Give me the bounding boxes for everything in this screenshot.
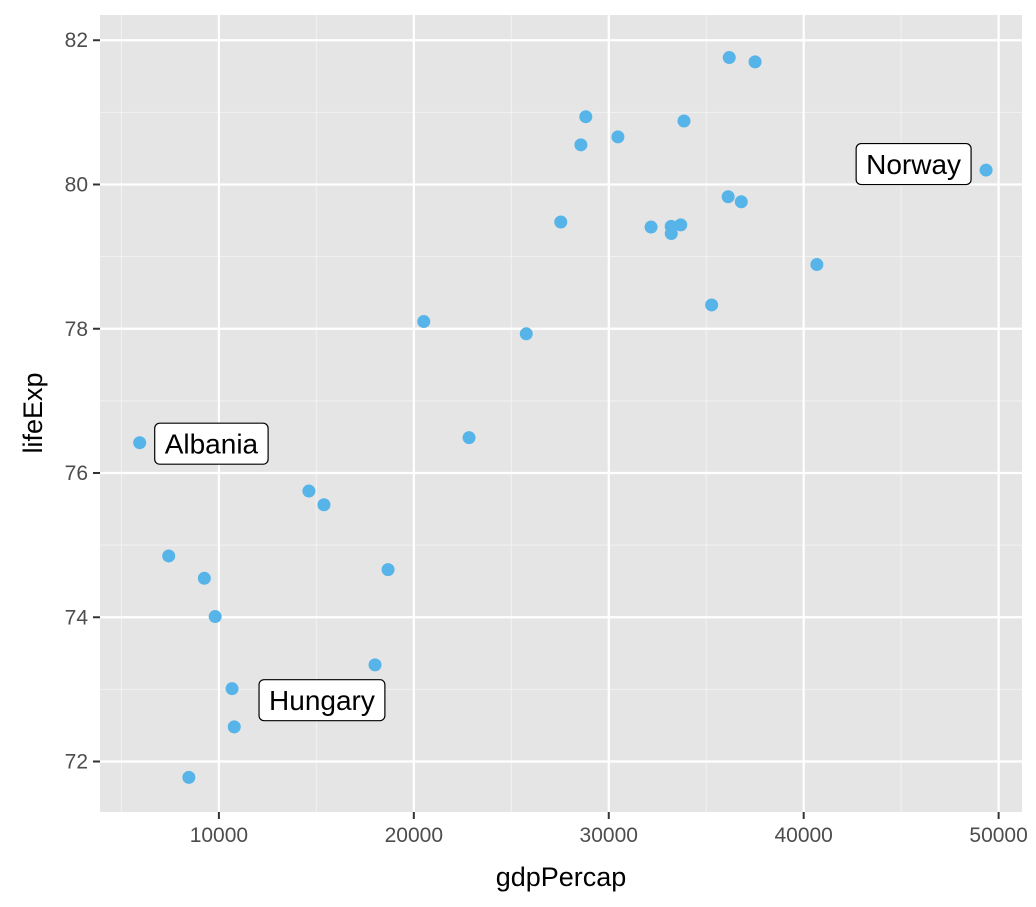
y-axis-title: lifeExp: [18, 372, 48, 453]
data-point: [554, 215, 568, 229]
data-point: [317, 498, 331, 512]
data-point: [579, 110, 593, 124]
data-point: [664, 227, 678, 241]
plot-panel: [100, 15, 1022, 812]
data-point: [302, 484, 316, 498]
annotation-box: [258, 679, 386, 722]
x-tick-label: 10000: [190, 824, 248, 847]
data-point: [677, 114, 691, 128]
y-tick-label: 72: [65, 751, 88, 774]
data-point: [182, 770, 196, 784]
annotation-box: [154, 422, 269, 465]
data-point: [748, 55, 762, 69]
data-point: [133, 436, 147, 450]
data-point: [197, 571, 211, 585]
data-point: [810, 258, 824, 272]
x-axis-title: gdpPercap: [496, 862, 627, 892]
data-point: [462, 431, 476, 445]
x-tick-label: 40000: [774, 824, 832, 847]
data-point: [611, 130, 625, 144]
data-point: [417, 315, 431, 329]
y-tick-label: 82: [65, 29, 88, 52]
data-point: [381, 563, 395, 577]
data-point: [734, 195, 748, 209]
data-point: [979, 163, 993, 177]
data-points: [133, 51, 993, 784]
x-tick-label: 30000: [580, 824, 638, 847]
point-annotations: Albania Hungary Norway: [154, 142, 972, 722]
data-point: [225, 682, 239, 696]
annotation-text: Albania: [165, 429, 259, 460]
y-axis: 72 74 76 78 80 82: [65, 29, 100, 774]
annotation-text: Norway: [866, 149, 961, 180]
data-point: [208, 610, 222, 624]
annotation-box: [855, 142, 972, 186]
data-point: [674, 218, 688, 232]
major-gridlines: [100, 15, 1022, 812]
data-point: [227, 720, 241, 734]
y-tick-label: 76: [65, 462, 88, 485]
y-tick-label: 80: [65, 173, 88, 196]
data-point: [574, 138, 588, 152]
x-tick-label: 20000: [385, 824, 443, 847]
annotation-text: Hungary: [269, 685, 375, 716]
data-point: [162, 549, 176, 563]
y-tick-label: 78: [65, 318, 88, 341]
y-tick-label: 74: [65, 606, 89, 629]
data-point: [644, 220, 658, 234]
annotation-label: Norway: [855, 142, 972, 186]
annotation-label: Albania: [154, 422, 269, 465]
data-point: [705, 298, 719, 312]
annotation-label: Hungary: [258, 679, 386, 722]
data-point: [721, 190, 735, 204]
data-point: [368, 658, 382, 672]
x-axis: 10000 20000 30000 40000 50000: [190, 812, 1028, 847]
minor-gridlines: [100, 15, 1022, 812]
data-point: [722, 51, 736, 65]
x-tick-label: 50000: [969, 824, 1027, 847]
data-point: [519, 327, 533, 341]
